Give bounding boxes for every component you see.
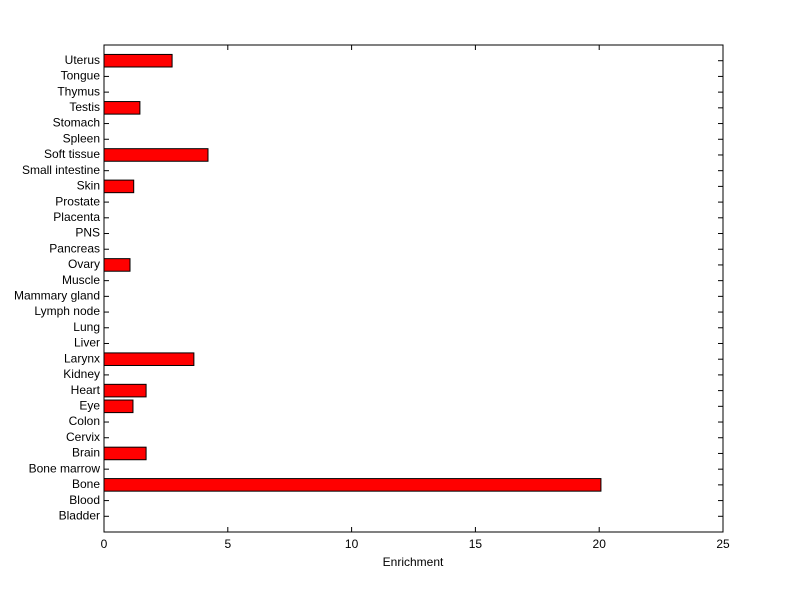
y-tick-label: Skin <box>77 179 100 193</box>
y-tick-label: Bone marrow <box>29 461 101 475</box>
y-tick-label: Ovary <box>68 257 100 271</box>
y-tick-label: Liver <box>74 336 100 350</box>
y-tick-label: Thymus <box>57 84 100 98</box>
y-tick-label: Heart <box>71 383 101 397</box>
y-tick-label: Lymph node <box>34 304 100 318</box>
x-tick-label: 10 <box>345 537 359 551</box>
bar <box>103 478 602 492</box>
bar <box>103 148 209 162</box>
y-tick-label: Mammary gland <box>14 289 100 303</box>
y-tick-label: Eye <box>79 398 100 412</box>
y-tick-label: Lung <box>73 320 100 334</box>
bar <box>103 53 173 68</box>
y-tick-label: Placenta <box>53 210 100 224</box>
x-tick-label: 20 <box>593 537 607 551</box>
y-tick-label: Testis <box>69 100 100 114</box>
x-tick-label: 5 <box>224 537 231 551</box>
y-tick-label: Bone <box>72 477 100 491</box>
bar <box>103 179 135 194</box>
y-tick-label: PNS <box>75 226 100 240</box>
bar <box>103 101 141 115</box>
x-tick-label: 15 <box>469 537 483 551</box>
y-tick-label: Spleen <box>63 131 100 145</box>
y-tick-label: Prostate <box>55 194 100 208</box>
y-tick-label: Tongue <box>61 69 101 83</box>
bar <box>103 446 147 461</box>
y-tick-label: Cervix <box>66 430 100 444</box>
x-axis-label: Enrichment <box>383 555 444 569</box>
bar <box>103 352 195 366</box>
bar <box>103 383 147 398</box>
y-tick-label: Uterus <box>65 53 100 67</box>
y-tick-label: Colon <box>69 414 100 428</box>
y-tick-label: Pancreas <box>49 241 100 255</box>
y-tick-label: Kidney <box>63 367 100 381</box>
bar <box>103 399 134 414</box>
plot-frame <box>103 44 724 533</box>
y-tick-label: Brain <box>72 446 100 460</box>
y-tick-label: Stomach <box>53 116 100 130</box>
x-tick-label: 0 <box>101 537 108 551</box>
y-tick-label: Small intestine <box>22 163 100 177</box>
y-tick-label: Bladder <box>59 508 100 522</box>
y-tick-label: Blood <box>69 493 100 507</box>
y-tick-label: Muscle <box>62 273 100 287</box>
bar <box>103 258 131 272</box>
y-tick-label: Soft tissue <box>44 147 100 161</box>
y-tick-label: Larynx <box>64 351 100 365</box>
x-tick-label: 25 <box>716 537 730 551</box>
